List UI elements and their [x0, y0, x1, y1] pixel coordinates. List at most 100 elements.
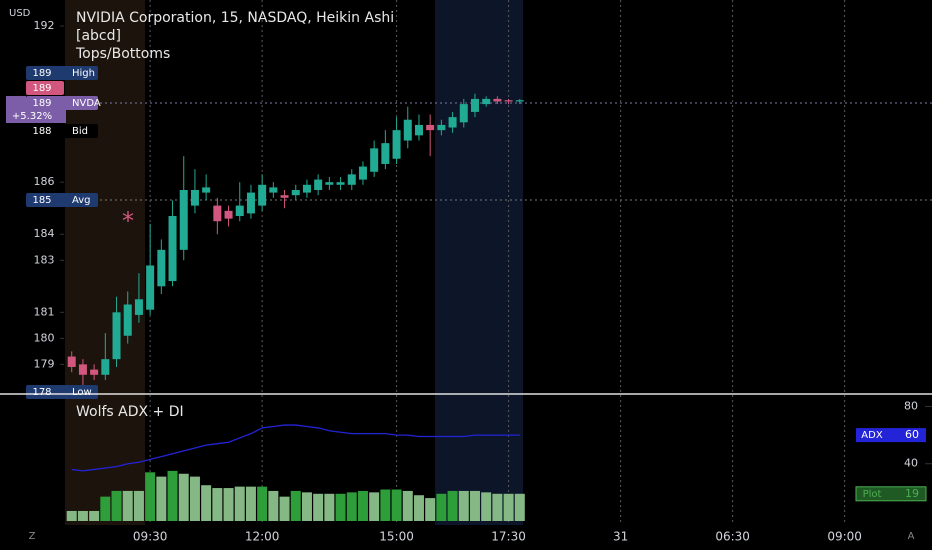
badge-name: Plot [863, 489, 882, 500]
histogram-bar [402, 490, 413, 521]
badge-change: +5.32% [12, 111, 52, 122]
scale-button[interactable]: A [908, 531, 915, 542]
histogram-bar [290, 490, 301, 521]
candle-body [146, 265, 155, 310]
badge-tag: Bid [72, 126, 88, 137]
candle-body [112, 312, 121, 360]
candle-body [190, 189, 199, 206]
badge-price: 185 [32, 195, 51, 206]
candle-body [78, 364, 87, 375]
histogram-bar [324, 493, 335, 521]
histogram-bar [223, 488, 234, 521]
candle-body [67, 356, 76, 367]
y-tick-label: 179 [34, 357, 55, 370]
badge-price: 189 [32, 98, 51, 109]
badge-tag: NVDA [72, 98, 101, 109]
x-tick-label: 15:00 [379, 530, 414, 544]
candle-body [224, 210, 233, 219]
histogram-bar [89, 510, 100, 521]
histogram-bar [503, 493, 514, 521]
adx-line [71, 424, 520, 472]
change-badge [6, 109, 66, 123]
histogram-bar [413, 495, 424, 521]
y-tick-label: 183 [34, 253, 55, 266]
histogram-bar [234, 486, 245, 521]
x-tick-label: 09:00 [827, 530, 862, 544]
y-tick-label: 180 [34, 331, 55, 344]
candle-body [235, 205, 244, 217]
change-badge-top [6, 96, 26, 109]
candle-body [437, 124, 446, 131]
price-badge [26, 81, 64, 95]
candle-body [123, 304, 132, 336]
subtitle: [abcd] [76, 28, 121, 44]
price-badge [26, 66, 98, 80]
annotation: * [122, 207, 134, 235]
histogram-bar [335, 493, 346, 521]
price-badge [26, 193, 98, 207]
candle-body [202, 187, 211, 193]
candle-body [280, 195, 289, 198]
badge-price: 178 [32, 387, 51, 398]
histogram-bar [145, 472, 156, 521]
candle-body [414, 124, 423, 136]
histogram-bar [77, 510, 88, 521]
histogram-bar [111, 490, 122, 521]
candle-body [179, 189, 188, 250]
candle-body [168, 216, 177, 282]
candle-body [291, 189, 300, 196]
badge-value: 60 [905, 428, 919, 441]
candle-body [459, 104, 468, 123]
y-tick-label: 80 [904, 399, 918, 412]
histogram-bar [178, 473, 189, 521]
indicator-name: Tops/Bottoms [75, 46, 170, 62]
candle-body [246, 192, 255, 214]
histogram-bar [156, 476, 167, 521]
series-badge [855, 486, 927, 502]
histogram-bar [245, 486, 256, 521]
y-tick-label: 181 [34, 305, 55, 318]
histogram-bar [425, 498, 436, 521]
series-badge [856, 428, 926, 443]
postmarket-bg [435, 0, 523, 525]
histogram-bar [492, 493, 503, 521]
candle-body [157, 249, 166, 287]
candle-body [470, 98, 479, 112]
histogram-bar [380, 489, 391, 521]
histogram-bar [268, 490, 279, 521]
badge-price: 189 [32, 83, 51, 94]
histogram-bar [357, 490, 368, 521]
histogram-bar [346, 492, 357, 521]
scale-button[interactable]: Z [29, 531, 36, 542]
histogram-bar [447, 490, 458, 521]
pane-title: Wolfs ADX + DI [76, 404, 184, 420]
histogram-bar [313, 493, 324, 521]
candle-body [381, 143, 390, 164]
candle-body [134, 299, 143, 315]
candle-body [325, 182, 334, 185]
badge-tag: High [72, 68, 95, 79]
badge-tag: Low [72, 387, 92, 398]
x-tick-label: 12:00 [245, 530, 280, 544]
candle-body [213, 205, 222, 222]
chart-title: NVIDIA Corporation, 15, NASDAQ, Heikin A… [76, 10, 394, 26]
candle-body [314, 179, 323, 190]
x-tick-label: 06:30 [715, 530, 750, 544]
histogram-bar [167, 470, 178, 521]
histogram-bar [369, 492, 380, 521]
candle-body [90, 369, 99, 375]
candle-body [336, 182, 345, 185]
candle-body [482, 98, 491, 105]
x-tick-label: 09:30 [133, 530, 168, 544]
histogram-bar [514, 493, 525, 521]
histogram-bar [279, 496, 290, 521]
histogram-bar [301, 492, 312, 521]
price-badge [26, 124, 98, 138]
candle-body [101, 359, 110, 375]
x-tick-label: 17:30 [491, 530, 526, 544]
candle-body [370, 148, 379, 172]
badge-value: 19 [905, 487, 919, 500]
currency: USD [9, 8, 31, 19]
badge-tag: Avg [72, 195, 91, 206]
